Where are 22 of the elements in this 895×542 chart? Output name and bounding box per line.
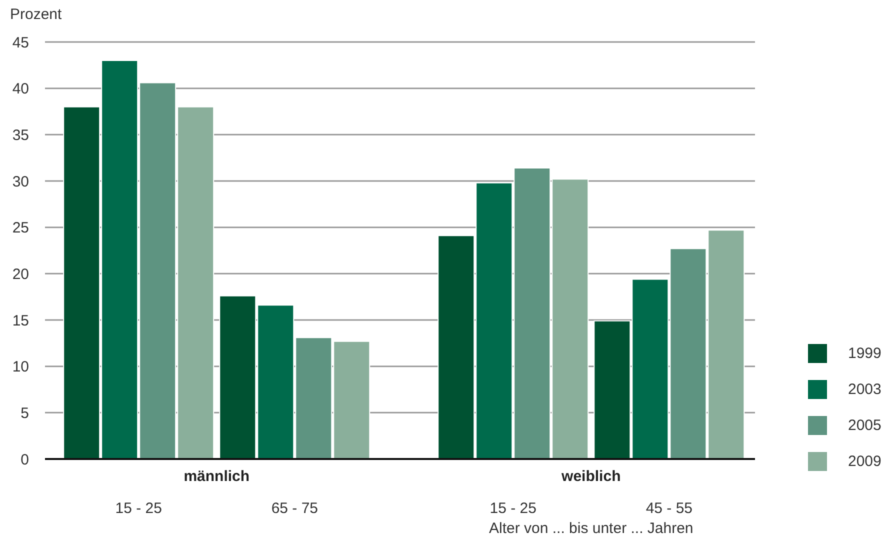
x-axis-title: Alter von ... bis unter ... Jahren: [488, 520, 694, 537]
text: männlich: [182, 468, 251, 485]
y-tick-label: 35: [12, 126, 29, 144]
legend-label: 2005: [848, 416, 882, 434]
text: weiblich: [560, 468, 622, 485]
y-tick-label: 30: [12, 173, 29, 190]
x-tick-label: 65 - 75: [271, 500, 318, 517]
y-tick-label: 45: [12, 34, 29, 52]
y-tick-label: 20: [12, 266, 29, 283]
legend-label: 1999: [848, 344, 882, 362]
y-tick-label: 5: [20, 404, 29, 422]
x-tick-label: 15 - 25: [115, 500, 162, 517]
y-tick-label: 40: [12, 80, 29, 98]
x-tick-label: 45 - 55: [646, 500, 693, 517]
y-tick-label: 15: [12, 312, 29, 330]
y-axis-title: Prozent: [10, 6, 62, 23]
legend-label: 2009: [848, 452, 882, 470]
y-tick-label: 10: [12, 358, 29, 376]
y-tick-label: 0: [20, 451, 29, 468]
legend-label: 2003: [848, 380, 882, 398]
y-tick-label: 25: [12, 220, 29, 237]
x-tick-label: 15 - 25: [490, 500, 536, 517]
